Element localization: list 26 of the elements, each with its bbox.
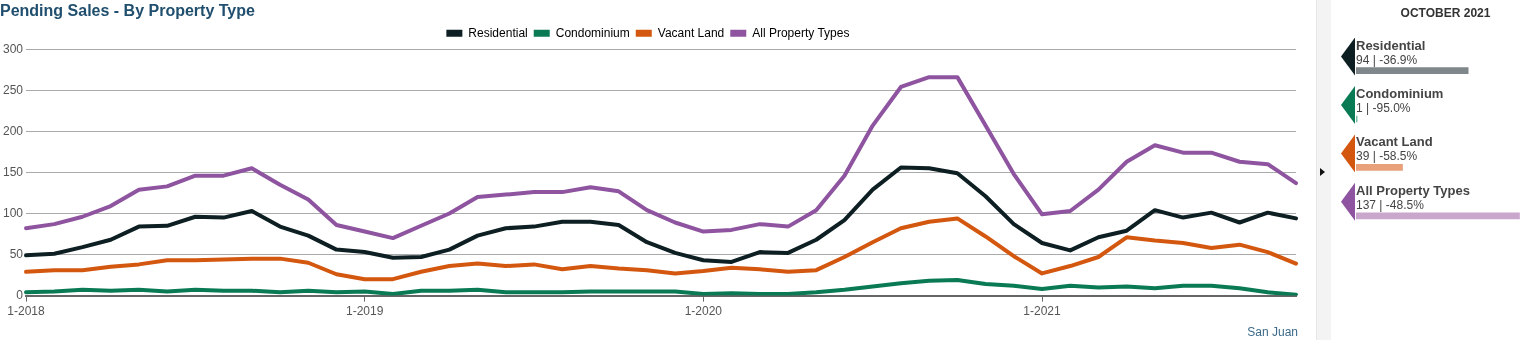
legend-label: Condominium [555,25,630,40]
data-label: 137 | -48.5% [1356,197,1425,212]
y-tick-label: 200 [2,123,24,138]
y-tick-label: 50 [9,246,24,261]
y-tick-label: All Property Types [1356,182,1470,198]
y-tick-label: 0 [16,287,24,302]
legend-label: Residential [468,25,528,40]
legend-label: All Property Types [752,25,850,40]
legend-label: Vacant Land [657,25,725,40]
chart-title: OCTOBER 2021 [1400,5,1491,20]
x-tick-label: 1-2019 [345,304,384,319]
y-tick-label: 250 [2,82,24,97]
data-label: 1 | -95.0% [1356,101,1411,115]
x-tick-label: 1-2020 [684,304,723,319]
y-tick-label: 100 [2,205,24,220]
y-tick-label: Vacant Land [1356,134,1433,150]
y-tick-label: Residential [1356,37,1426,53]
y-tick-label: 300 [2,41,24,56]
x-tick-label: 1-2021 [1023,304,1062,319]
text: San Juan [1247,325,1298,339]
y-tick-label: 150 [2,164,24,179]
y-tick-label: Condominium [1356,86,1444,101]
data-label: 94 | -36.9% [1356,52,1418,67]
chart-title: Pending Sales - By Property Type [0,2,255,20]
x-tick-label: 1-2018 [7,304,46,319]
data-label: 39 | -58.5% [1356,149,1418,164]
